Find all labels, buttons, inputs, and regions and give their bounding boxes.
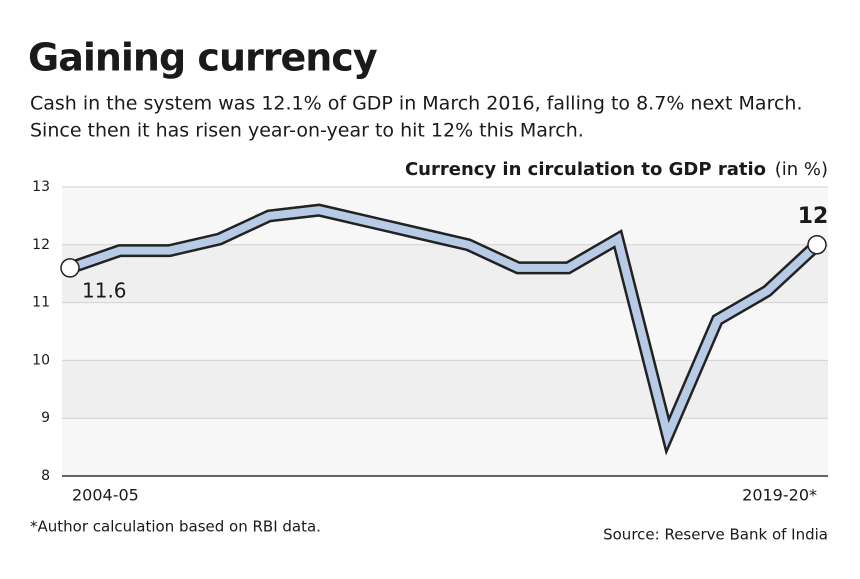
y-tick-label: 11 [32,295,50,311]
value-label: 11.6 [82,278,127,302]
y-tick-label: 12 [32,237,50,253]
endpoint-marker [807,235,827,255]
band [62,244,828,303]
footnote: *Author calculation based on RBI data. [30,518,321,536]
subtitle: Cash in the system was 12.1% of GDP in M… [30,93,803,115]
axis-title: Currency in circulation to GDP ratio [405,159,766,180]
line [68,206,820,448]
source: Source: Reserve Bank of India [603,526,828,544]
band [62,418,828,476]
x-tick-label: 2019-20* [742,486,817,505]
band [62,360,828,419]
y-tick-label: 8 [41,468,50,484]
value-label: 12 [798,204,829,229]
y-tick-label: 9 [41,410,50,426]
y-tick-label: 13 [32,179,50,195]
subtitle: Since then it has risen year-on-year to … [30,120,584,142]
endpoint-marker [60,258,80,278]
page-title: Gaining currency [28,36,378,80]
axis-unit: (in %) [775,159,828,180]
x-tick-label: 2004-05 [72,486,139,505]
y-tick-label: 10 [32,352,50,368]
